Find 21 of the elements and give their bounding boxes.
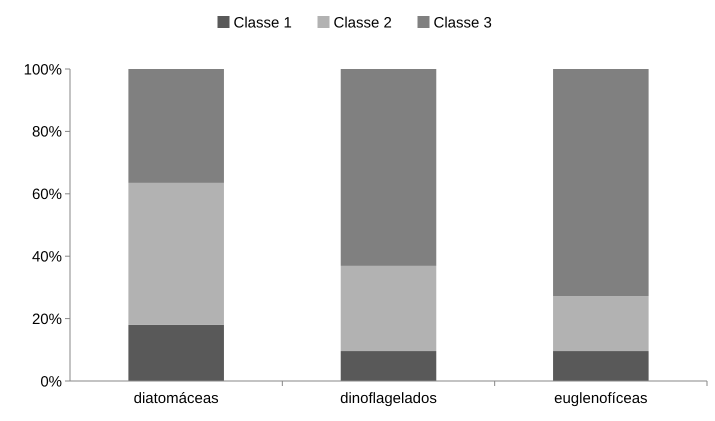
bar [553, 351, 649, 381]
y-tick-label: 20% [32, 310, 62, 328]
x-tick-label: diatomáceas [134, 390, 219, 407]
bar [128, 324, 224, 381]
y-tick-label: 80% [32, 124, 62, 141]
bar [128, 69, 224, 183]
x-tick-label: euglenofíceas [554, 390, 648, 407]
legend-label: Classe 1 [234, 14, 292, 32]
bar [340, 266, 436, 352]
bar [553, 296, 649, 352]
bar [340, 69, 436, 266]
legend-label: Classe 3 [434, 14, 492, 32]
y-tick-label: 0% [40, 373, 62, 390]
y-tick-label: 100% [24, 61, 62, 78]
bar [128, 182, 224, 325]
y-tick-label: 40% [32, 248, 62, 266]
y-tick-label: 60% [32, 186, 62, 204]
bar [340, 351, 436, 381]
legend-label: Classe 2 [334, 14, 392, 32]
x-tick-label: dinoflagelados [340, 390, 437, 407]
bar [553, 69, 649, 296]
